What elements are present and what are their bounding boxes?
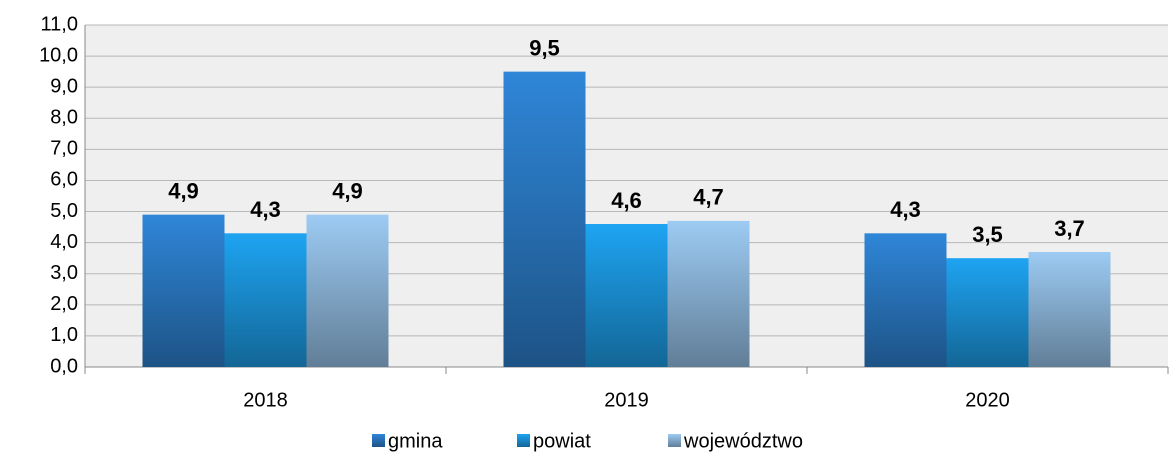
bar	[864, 233, 947, 367]
bar	[1028, 251, 1111, 367]
bar	[142, 214, 225, 367]
y-tick-label: 2,0	[50, 293, 78, 315]
x-tick-label: 2020	[965, 389, 1010, 411]
y-tick-label: 6,0	[50, 169, 78, 191]
legend-label: gmina	[388, 430, 443, 452]
legend-label: województwo	[683, 430, 803, 452]
y-tick-label: 8,0	[50, 107, 78, 129]
y-tick-label: 10,0	[39, 44, 78, 66]
data-label: 4,9	[332, 178, 363, 203]
legend-marker	[517, 434, 530, 447]
x-tick-label: 2019	[604, 389, 649, 411]
y-tick-label: 1,0	[50, 324, 78, 346]
bar	[306, 214, 389, 367]
y-tick-label: 7,0	[50, 138, 78, 160]
data-label: 3,7	[1054, 216, 1085, 241]
data-label: 9,5	[529, 35, 560, 60]
bar	[946, 258, 1029, 367]
legend-marker	[668, 434, 681, 447]
y-tick-label: 9,0	[50, 75, 78, 97]
bar	[667, 220, 750, 367]
data-label: 4,9	[168, 178, 199, 203]
y-tick-label: 0,0	[50, 355, 78, 377]
bar	[585, 223, 668, 367]
data-label: 4,6	[611, 188, 642, 213]
y-tick-label: 3,0	[50, 262, 78, 284]
bar	[503, 71, 586, 368]
bar	[224, 233, 307, 367]
data-label: 3,5	[972, 222, 1003, 247]
legend-label: powiat	[533, 430, 591, 452]
data-label: 4,3	[890, 197, 921, 222]
legend-marker	[372, 434, 385, 447]
y-tick-label: 11,0	[41, 13, 78, 35]
x-tick-label: 2018	[243, 389, 288, 411]
data-label: 4,3	[250, 197, 281, 222]
data-label: 4,7	[693, 185, 724, 210]
y-tick-label: 4,0	[50, 231, 78, 253]
y-tick-label: 5,0	[50, 200, 78, 222]
